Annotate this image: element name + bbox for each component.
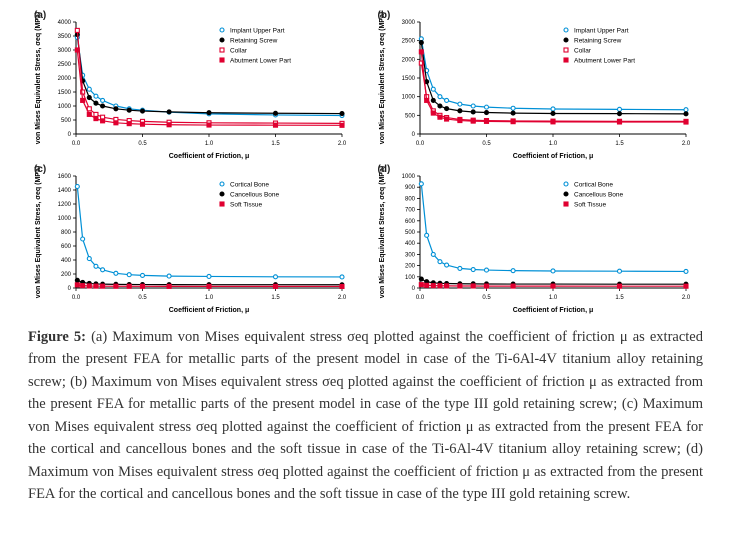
svg-text:Cancellous Bone: Cancellous Bone [574,192,624,199]
svg-text:1500: 1500 [58,90,72,96]
svg-text:Implant Upper Part: Implant Upper Part [230,28,285,35]
panel-letter-b: (b) [378,10,391,21]
chart-b: 0 500 1000 1500 2000 2500 3000 0.0 0.5 1.0 1.5 2.0 v… [372,12,692,162]
svg-text:Soft Tissue: Soft Tissue [230,202,263,209]
svg-text:3000: 3000 [58,48,72,54]
chart-c: 0 200 400 600 800 1000 1200 1400 1600 0.0 0.5 1.0 1.… [28,166,348,316]
svg-text:1600: 1600 [58,174,72,180]
svg-text:von Mises Equivalent Stress, σ: von Mises Equivalent Stress, σeq (MPa) [379,166,386,298]
svg-text:0.5: 0.5 [138,295,147,301]
svg-text:Retaining Screw: Retaining Screw [574,38,622,45]
svg-text:Cancellous Bone: Cancellous Bone [230,192,280,199]
svg-text:2000: 2000 [58,76,72,82]
svg-text:0.0: 0.0 [415,295,424,301]
svg-text:2500: 2500 [401,39,415,45]
panel-c: (c) 0 200 400 600 800 1000 1200 1400 1600 0.0 0.5 1… [28,166,360,316]
svg-text:2.0: 2.0 [681,295,690,301]
svg-text:0.0: 0.0 [415,141,424,147]
svg-text:0: 0 [411,132,415,138]
svg-text:Coefficient of Friction, μ: Coefficient of Friction, μ [512,153,593,160]
svg-text:Abutment Lower Part: Abutment Lower Part [230,58,291,65]
svg-text:600: 600 [404,219,415,225]
svg-text:1000: 1000 [58,104,72,110]
svg-text:900: 900 [404,185,415,191]
svg-text:4000: 4000 [58,20,72,26]
svg-text:0.5: 0.5 [482,141,491,147]
svg-text:200: 200 [404,264,415,270]
svg-text:500: 500 [404,230,415,236]
svg-text:1000: 1000 [58,216,72,222]
svg-text:1500: 1500 [401,76,415,82]
svg-text:1.5: 1.5 [615,295,624,301]
svg-text:800: 800 [61,230,72,236]
svg-text:Implant Upper Part: Implant Upper Part [574,28,629,35]
chart-a: 0 500 1000 1500 2000 2500 3000 3500 4000 0.0 0.5 1.… [28,12,348,162]
svg-text:Coefficient of Friction, μ: Coefficient of Friction, μ [169,307,250,314]
svg-text:1.0: 1.0 [205,295,214,301]
svg-text:0.5: 0.5 [482,295,491,301]
svg-text:700: 700 [404,208,415,214]
svg-text:Collar: Collar [574,48,592,55]
svg-text:0: 0 [411,286,415,292]
svg-text:2.0: 2.0 [338,295,347,301]
svg-text:0.5: 0.5 [138,141,147,147]
svg-text:von Mises Equivalent Stress, σ: von Mises Equivalent Stress, σeq (MPa) [35,166,42,298]
figure-panels-grid: (a) 050010001500200025003000350040000.00… [28,12,703,316]
panel-letter-c: (c) [34,164,46,175]
svg-text:0.0: 0.0 [72,295,81,301]
svg-text:Coefficient of Friction, μ: Coefficient of Friction, μ [169,153,250,160]
svg-text:0.0: 0.0 [72,141,81,147]
svg-text:1400: 1400 [58,188,72,194]
svg-text:1.0: 1.0 [548,295,557,301]
svg-text:1.0: 1.0 [205,141,214,147]
svg-text:1000: 1000 [401,174,415,180]
caption-b: (b) Maximum von Mises equivalent stress … [28,374,703,412]
svg-text:Abutment Lower Part: Abutment Lower Part [574,58,635,65]
svg-text:Cortical Bone: Cortical Bone [574,182,613,189]
figure-label: Figure 5: [28,329,86,345]
svg-text:Collar: Collar [230,48,248,55]
svg-text:3000: 3000 [401,20,415,26]
svg-text:1.0: 1.0 [548,141,557,147]
svg-text:400: 400 [404,241,415,247]
panel-b: (b) 0 500 1000 1500 2000 2500 3000 0.0 0.5 1.0 1.5… [372,12,704,162]
figure-caption: Figure 5: (a) Maximum von Mises equivale… [28,326,703,506]
svg-text:1.5: 1.5 [615,141,624,147]
svg-text:600: 600 [61,244,72,250]
svg-text:400: 400 [61,258,72,264]
panel-d: (d) 010020030040050060070080090010000.00… [372,166,704,316]
svg-text:1.5: 1.5 [271,295,280,301]
svg-text:von Mises Equivalent Stress, σ: von Mises Equivalent Stress, σeq (MPa) [35,12,42,144]
svg-text:3500: 3500 [58,34,72,40]
svg-text:2000: 2000 [401,57,415,63]
chart-d: 0 100 200 300 400 500 600 700 800 900 1000 0.0 0.5 1.… [372,166,692,316]
svg-text:Soft Tissue: Soft Tissue [574,202,607,209]
svg-text:100: 100 [404,275,415,281]
svg-text:1000: 1000 [401,95,415,101]
svg-text:200: 200 [61,272,72,278]
svg-text:2500: 2500 [58,62,72,68]
svg-text:Cortical Bone: Cortical Bone [230,182,269,189]
svg-text:500: 500 [404,113,415,119]
svg-text:1200: 1200 [58,202,72,208]
svg-text:0: 0 [68,132,72,138]
svg-text:0: 0 [68,286,72,292]
svg-text:300: 300 [404,252,415,258]
svg-text:500: 500 [61,118,72,124]
panel-a: (a) 050010001500200025003000350040000.00… [28,12,360,162]
svg-text:Coefficient of Friction, μ: Coefficient of Friction, μ [512,307,593,314]
svg-text:2.0: 2.0 [338,141,347,147]
svg-text:von Mises Equivalent Stress, σ: von Mises Equivalent Stress, σeq (MPa) [379,12,386,144]
svg-text:1.5: 1.5 [271,141,280,147]
svg-text:Retaining Screw: Retaining Screw [230,38,278,45]
panel-letter-a: (a) [34,10,46,21]
svg-text:800: 800 [404,196,415,202]
panel-letter-d: (d) [378,164,391,175]
svg-text:2.0: 2.0 [681,141,690,147]
